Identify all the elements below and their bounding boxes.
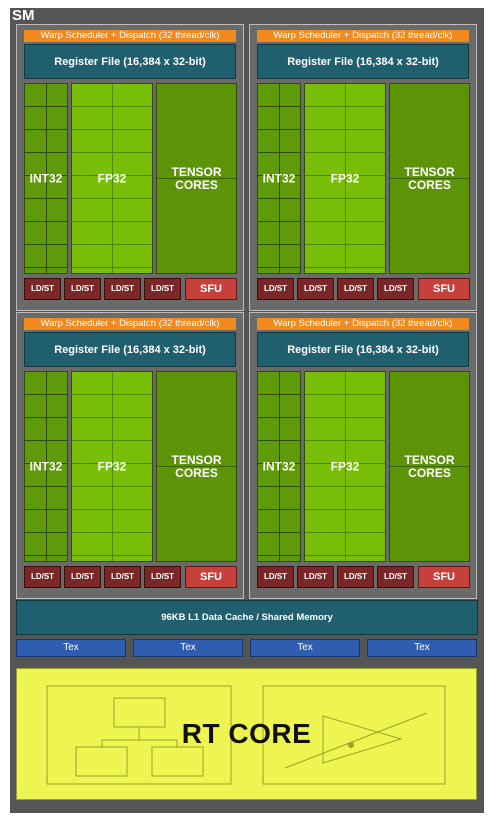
fp32-label: FP32 (97, 171, 127, 185)
ldst-unit: LD/ST (64, 566, 101, 588)
tex-unit: Tex (367, 639, 477, 657)
fp32-cores: FP32 (71, 371, 153, 562)
tensor-label-line2: CORES (408, 465, 451, 480)
ldst-unit: LD/ST (24, 278, 61, 300)
rt-core-illustration (46, 685, 446, 785)
ldst-unit: LD/ST (144, 278, 181, 300)
int32-cores: INT32 (24, 371, 68, 562)
tensor-label-line2: CORES (408, 177, 451, 192)
tex-unit: Tex (133, 639, 243, 657)
fp32-label: FP32 (97, 459, 127, 473)
ldst-unit: LD/ST (104, 278, 141, 300)
bvh-child-node (75, 746, 128, 777)
ldst-unit: LD/ST (257, 278, 294, 300)
int32-label: INT32 (262, 459, 296, 473)
ldst-unit: LD/ST (377, 566, 414, 588)
sfu-unit: SFU (185, 566, 237, 588)
fp32-label: FP32 (330, 459, 360, 473)
warp-scheduler: Warp Scheduler + Dispatch (32 thread/clk… (24, 30, 236, 42)
int32-cores: INT32 (24, 83, 68, 274)
tensor-cores: TENSOR CORES (389, 83, 470, 274)
ldst-row: LD/ST LD/ST LD/ST LD/ST SFU (24, 278, 237, 300)
ldst-row: LD/ST LD/ST LD/ST LD/ST SFU (24, 566, 237, 588)
sfu-unit: SFU (418, 278, 470, 300)
processing-block-3: Warp Scheduler + Dispatch (32 thread/clk… (16, 312, 244, 599)
ldst-unit: LD/ST (104, 566, 141, 588)
tensor-cores: TENSOR CORES (156, 371, 237, 562)
ldst-unit: LD/ST (297, 278, 334, 300)
tensor-label-line1: TENSOR (171, 452, 222, 467)
triangle-shape (322, 715, 403, 764)
tensor-cores: TENSOR CORES (389, 371, 470, 562)
tensor-label: TENSOR CORES (157, 452, 236, 480)
tensor-label: TENSOR CORES (390, 164, 469, 192)
tex-unit: Tex (250, 639, 360, 657)
processing-block-2: Warp Scheduler + Dispatch (32 thread/clk… (249, 24, 477, 311)
tensor-label-line1: TENSOR (404, 164, 455, 179)
sfu-unit: SFU (418, 566, 470, 588)
register-file: Register File (16,384 x 32-bit) (257, 332, 469, 367)
tensor-label: TENSOR CORES (390, 452, 469, 480)
int32-label: INT32 (262, 171, 296, 185)
bvh-child-node (151, 746, 204, 777)
warp-scheduler: Warp Scheduler + Dispatch (32 thread/clk… (24, 318, 236, 330)
ldst-unit: LD/ST (297, 566, 334, 588)
ldst-unit: LD/ST (337, 278, 374, 300)
register-file: Register File (16,384 x 32-bit) (24, 332, 236, 367)
ldst-unit: LD/ST (257, 566, 294, 588)
processing-block-1: Warp Scheduler + Dispatch (32 thread/clk… (16, 24, 244, 311)
ray-line (284, 712, 428, 769)
fp32-cores: FP32 (304, 371, 386, 562)
warp-scheduler: Warp Scheduler + Dispatch (32 thread/clk… (257, 30, 469, 42)
tex-unit: Tex (16, 639, 126, 657)
ldst-unit: LD/ST (337, 566, 374, 588)
rt-core-label: RT CORE (181, 718, 312, 749)
rt-core: RT CORE (16, 668, 477, 800)
ldst-unit: LD/ST (144, 566, 181, 588)
tensor-label-line1: TENSOR (171, 164, 222, 179)
fp32-cores: FP32 (71, 83, 153, 274)
int32-cores: INT32 (257, 371, 301, 562)
ldst-unit: LD/ST (24, 566, 61, 588)
ldst-row: LD/ST LD/ST LD/ST LD/ST SFU (257, 566, 470, 588)
intersection-point (348, 742, 354, 748)
sm-block: SM Warp Scheduler + Dispatch (32 thread/… (10, 8, 484, 813)
ldst-row: LD/ST LD/ST LD/ST LD/ST SFU (257, 278, 470, 300)
register-file: Register File (16,384 x 32-bit) (257, 44, 469, 79)
int32-label: INT32 (29, 171, 63, 185)
processing-block-4: Warp Scheduler + Dispatch (32 thread/clk… (249, 312, 477, 599)
warp-scheduler: Warp Scheduler + Dispatch (32 thread/clk… (257, 318, 469, 330)
tensor-cores: TENSOR CORES (156, 83, 237, 274)
bvh-frame (46, 685, 232, 785)
int32-label: INT32 (29, 459, 63, 473)
l1-data-cache: 96KB L1 Data Cache / Shared Memory (16, 600, 478, 635)
tensor-label-line1: TENSOR (404, 452, 455, 467)
intersection-frame (262, 685, 446, 785)
register-file: Register File (16,384 x 32-bit) (24, 44, 236, 79)
ldst-unit: LD/ST (377, 278, 414, 300)
sfu-unit: SFU (185, 278, 237, 300)
tensor-label: TENSOR CORES (157, 164, 236, 192)
tensor-label-line2: CORES (175, 177, 218, 192)
sm-label: SM (12, 7, 35, 24)
fp32-label: FP32 (330, 171, 360, 185)
tensor-label-line2: CORES (175, 465, 218, 480)
ldst-unit: LD/ST (64, 278, 101, 300)
int32-cores: INT32 (257, 83, 301, 274)
fp32-cores: FP32 (304, 83, 386, 274)
